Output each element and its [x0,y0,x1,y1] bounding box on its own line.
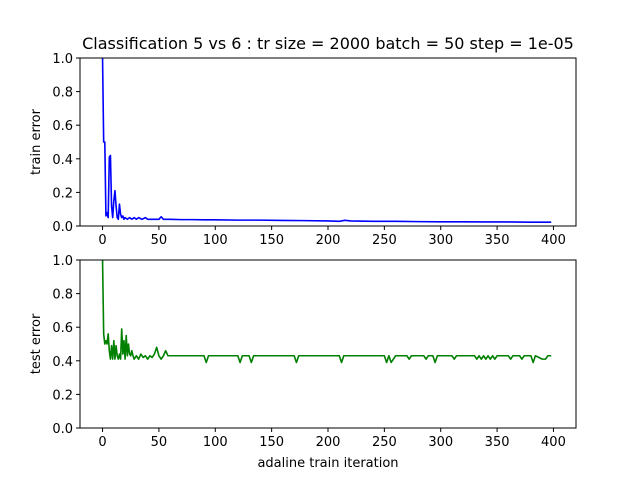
train-error-ylabel: train error [29,108,44,175]
test-error-ylabel: test error [29,313,44,374]
train-error-ytick-label: 0.6 [52,119,73,134]
test-error-xtick-label: 150 [259,435,284,450]
test-error-frame [79,259,577,429]
train-error-ytick-label: 0.0 [52,220,73,235]
train-error-xtick-label: 100 [203,233,228,248]
test-error-ticks: 0 50 100 150 200 250 300 350 400 0.0 0.2 0.4 0.6 0.8 1… [52,254,566,450]
train-error-ytick-label: 0.8 [52,86,73,101]
train-error-xtick-label: 250 [372,233,397,248]
train-error-xtick-label: 350 [485,233,510,248]
train-error-frame [79,57,577,227]
train-error-xtick-label: 400 [541,233,566,248]
test-error-xtick-label: 200 [316,435,341,450]
test-error-ytick-label: 0.8 [52,288,73,303]
test-error-series-line-0 [101,259,552,364]
test-error-ytick-label: 1.0 [52,254,73,269]
test-error-plot-area [101,259,552,364]
train-error-xtick-label: 300 [428,233,453,248]
test-error-xtick-label: 250 [372,435,397,450]
train-error-ticks: 0 50 100 150 200 250 300 350 400 0.0 0.2 0.4 0.6 0.8 1… [52,52,566,248]
test-error-ytick-label: 0.0 [52,422,73,437]
test-error-xtick-label: 350 [485,435,510,450]
train-error-plot-area [101,57,552,223]
test-error-xtick-label: 50 [151,435,168,450]
test-error-ytick-label: 0.2 [52,388,73,403]
test-error-xtick-label: 300 [428,435,453,450]
test-error-xtick-label: 0 [98,435,106,450]
test-error-ytick-label: 0.6 [52,321,73,336]
train-error-ytick-label: 0.2 [52,186,73,201]
train-error-xtick-label: 200 [316,233,341,248]
test-error-xtick-label: 400 [541,435,566,450]
test-error-ytick-label: 0.4 [52,355,73,370]
test-error-xtick-label: 100 [203,435,228,450]
chart-title: Classification 5 vs 6 : tr size = 2000 b… [82,34,574,53]
train-error-ytick-label: 1.0 [52,52,73,67]
train-error-series-line-0 [101,57,552,223]
train-error-xtick-label: 50 [151,233,168,248]
train-error-xtick-label: 150 [259,233,284,248]
x-axis-label: adaline train iteration [257,456,398,471]
train-error-axes: Classification 5 vs 6 : tr size = 2000 b… [29,34,577,248]
train-error-xtick-label: 0 [98,233,106,248]
train-error-ytick-label: 0.4 [52,153,73,168]
test-error-axes: test error adaline train iteration 0 50 10… [29,254,577,471]
